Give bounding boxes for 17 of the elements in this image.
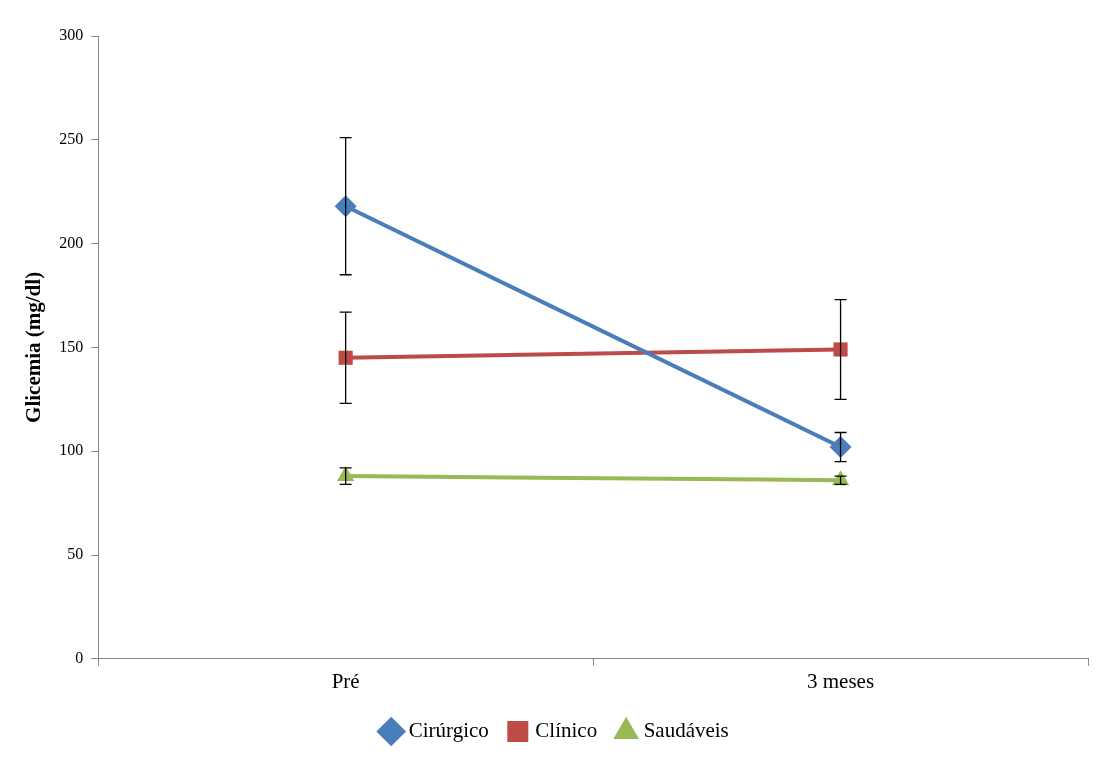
legend-label: Clínico <box>535 718 598 743</box>
point <box>829 436 852 459</box>
y-tick-label: 300 <box>59 26 84 44</box>
y-tick-label: 100 <box>59 441 84 459</box>
point <box>334 195 357 218</box>
y-tick-label: 0 <box>75 649 84 666</box>
y-tick-label: 50 <box>67 545 84 563</box>
point <box>338 350 353 365</box>
legend-label: Cirúrgico <box>408 718 489 743</box>
y-axis-title: Glicemia (mg/dl) <box>21 271 46 423</box>
y-tick-label: 150 <box>59 337 84 355</box>
y-tick-label: 200 <box>59 233 84 251</box>
y-tick-label: 250 <box>59 130 84 147</box>
point <box>833 342 848 357</box>
x-tick-label: Pré <box>331 668 360 693</box>
x-tick-label: 3 meses <box>807 668 875 693</box>
legend-label: Saudáveis <box>643 718 729 743</box>
